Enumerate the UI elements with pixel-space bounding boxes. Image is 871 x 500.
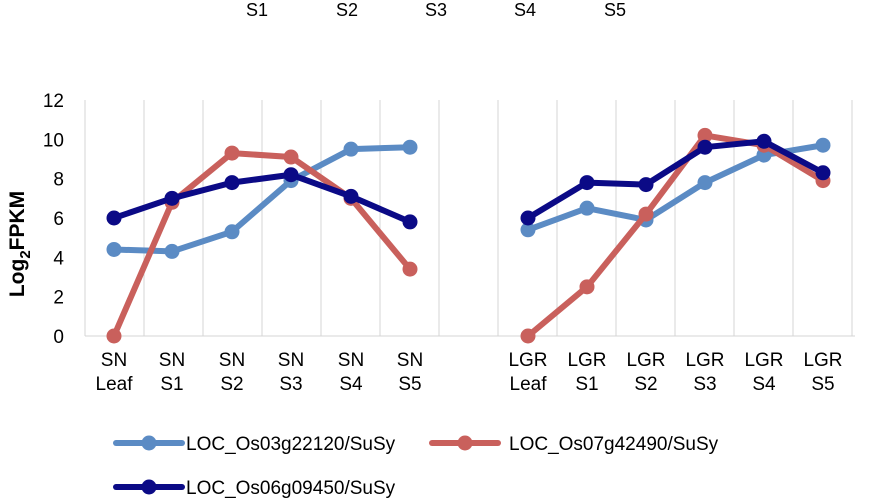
y-tick-label: 6 xyxy=(53,209,64,230)
top-labels: S1 S2 S3 S4 S5 xyxy=(246,0,626,20)
y-axis: 0 2 4 6 8 10 12 xyxy=(43,91,65,348)
x-tick-label: SN xyxy=(101,350,127,371)
data-point xyxy=(224,145,240,161)
series-line xyxy=(111,150,413,339)
legend-marker xyxy=(141,479,157,495)
top-label: S4 xyxy=(514,0,536,20)
data-point xyxy=(402,214,418,230)
top-label: S1 xyxy=(246,0,268,20)
data-point xyxy=(402,261,418,277)
data-point xyxy=(579,175,595,191)
top-label: S3 xyxy=(425,0,447,20)
data-point xyxy=(164,243,180,259)
data-point xyxy=(697,139,713,155)
y-axis-title: Log2FPKM xyxy=(6,191,34,297)
x-tick-label: SN xyxy=(219,350,245,371)
x-tick-label: S4 xyxy=(752,374,776,395)
x-tick-label: S3 xyxy=(693,374,716,395)
data-point xyxy=(520,210,536,226)
data-point xyxy=(283,149,299,165)
data-point xyxy=(638,177,654,193)
series-line xyxy=(525,138,826,221)
data-point xyxy=(638,206,654,222)
legend-marker xyxy=(141,435,157,451)
data-point xyxy=(815,165,831,181)
data-point xyxy=(579,200,595,216)
data-point xyxy=(402,139,418,155)
data-point xyxy=(756,133,772,149)
x-tick-label: SN xyxy=(338,350,364,371)
x-tick-label: SN xyxy=(159,350,185,371)
y-tick-label: 2 xyxy=(53,288,64,309)
legend-label: LOC_Os03g22120/SuSy xyxy=(186,434,396,455)
data-point xyxy=(343,188,359,204)
series-line xyxy=(525,132,826,339)
x-axis: SN Leaf SN S1 SN S2 SN S3 SN S4 SN S5 LGR Leaf LGR S1 LG… xyxy=(96,350,843,395)
x-tick-label: S3 xyxy=(279,374,302,395)
grid xyxy=(84,100,855,337)
x-tick-label: SN xyxy=(397,350,423,371)
data-point xyxy=(579,279,595,295)
legend: LOC_Os03g22120/SuSy LOC_Os07g42490/SuSy LO… xyxy=(113,434,719,499)
data-point xyxy=(224,175,240,191)
data-point xyxy=(697,127,713,143)
data-point xyxy=(164,190,180,206)
data-point xyxy=(520,328,536,344)
data-point xyxy=(106,328,122,344)
series-group xyxy=(106,127,831,344)
y-tick-label: 8 xyxy=(53,170,64,191)
legend-label: LOC_Os07g42490/SuSy xyxy=(509,434,719,455)
x-tick-label: S1 xyxy=(160,374,183,395)
legend-marker xyxy=(457,435,473,451)
y-tick-label: 0 xyxy=(53,327,64,348)
x-tick-label: Leaf xyxy=(510,374,548,395)
y-tick-label: 12 xyxy=(43,91,64,112)
data-point xyxy=(520,222,536,238)
legend-label: LOC_Os06g09450/SuSy xyxy=(186,478,396,499)
x-tick-label: SN xyxy=(278,350,304,371)
series-line xyxy=(111,171,413,225)
x-tick-label: LGR xyxy=(744,350,783,371)
x-tick-label: LGR xyxy=(685,350,724,371)
x-tick-label: S5 xyxy=(398,374,421,395)
x-tick-label: S5 xyxy=(811,374,834,395)
data-point xyxy=(283,167,299,183)
data-point xyxy=(343,141,359,157)
data-point xyxy=(224,224,240,240)
x-tick-label: S1 xyxy=(575,374,598,395)
series-line xyxy=(111,144,413,255)
y-tick-label: 4 xyxy=(53,248,64,269)
x-tick-label: S4 xyxy=(339,374,363,395)
x-tick-label: LGR xyxy=(567,350,606,371)
top-label: S2 xyxy=(336,0,358,20)
x-tick-label: S2 xyxy=(634,374,657,395)
data-point xyxy=(106,210,122,226)
data-point xyxy=(697,175,713,191)
y-tick-label: 10 xyxy=(43,130,64,151)
data-point xyxy=(815,137,831,153)
data-point xyxy=(106,241,122,257)
x-tick-label: LGR xyxy=(803,350,842,371)
x-tick-label: S2 xyxy=(220,374,243,395)
x-tick-label: LGR xyxy=(508,350,547,371)
x-tick-label: Leaf xyxy=(96,374,134,395)
x-tick-label: LGR xyxy=(626,350,665,371)
top-label: S5 xyxy=(604,0,626,20)
